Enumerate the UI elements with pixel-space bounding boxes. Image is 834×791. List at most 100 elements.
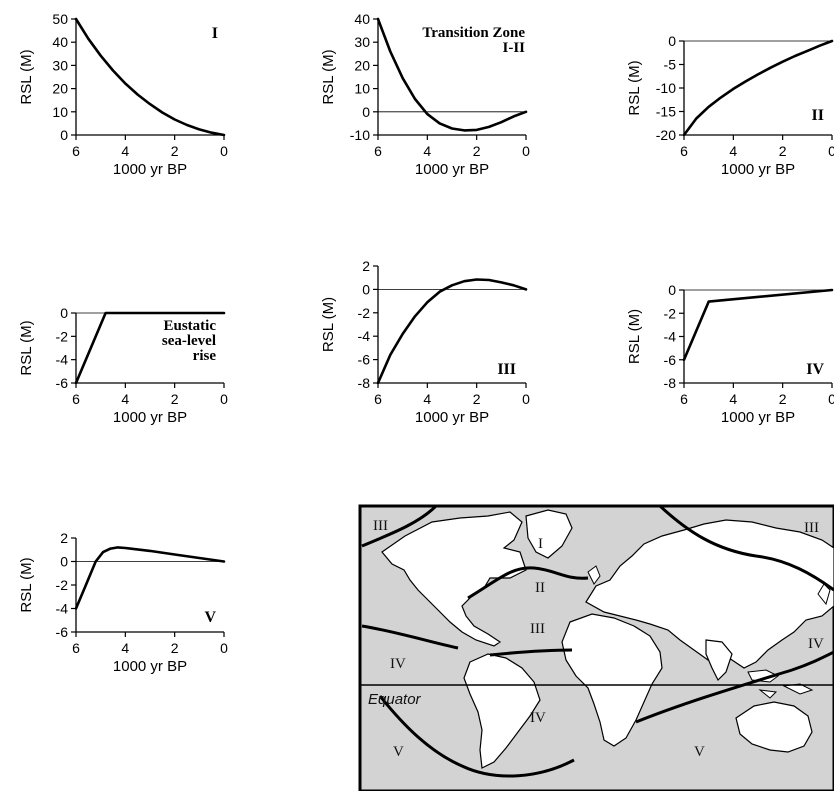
zone-boundary-line (467, 566, 589, 600)
x-tick-label: 2 (171, 143, 179, 159)
y-tick-label: 50 (52, 11, 68, 27)
y-tick-label: -5 (664, 57, 677, 73)
x-tick-label: 0 (220, 391, 228, 407)
y-tick-label: -20 (656, 127, 676, 143)
y-tick-label: -4 (358, 328, 371, 344)
x-tick-label: 6 (374, 391, 382, 407)
y-tick-label: -6 (56, 375, 69, 391)
x-tick-label: 2 (171, 640, 179, 656)
y-tick-label: 0 (60, 554, 68, 570)
eurasia-landmass (585, 519, 834, 669)
x-tick-label: 4 (121, 640, 129, 656)
y-tick-label: -2 (664, 305, 677, 321)
panel-label: I (212, 25, 218, 42)
y-tick-label: 0 (60, 127, 68, 143)
x-axis-label: 1000 yr BP (113, 658, 187, 675)
y-axis-label: RSL (M) (320, 297, 337, 352)
x-tick-label: 0 (828, 391, 834, 407)
series-line (376, 278, 528, 385)
y-tick-label: -6 (358, 352, 371, 368)
y-tick-label: 40 (52, 34, 68, 50)
y-tick-label: 30 (52, 57, 68, 73)
y-tick-label: -4 (56, 352, 69, 368)
y-tick-label: -2 (56, 577, 69, 593)
panel-label: III (497, 361, 516, 378)
series-line (74, 311, 226, 385)
x-tick-label: 4 (423, 143, 431, 159)
map-zone-label: III (804, 520, 819, 536)
x-tick-label: 2 (473, 143, 481, 159)
map-zone-label: II (535, 580, 545, 596)
chart-panel: 0 -2 -4 -66 4 2 0 1000 yr BP RSL (M) Eustaticsea-… (18, 305, 228, 426)
zone-boundary-line (361, 624, 459, 650)
japan-islands (817, 583, 831, 606)
zone-boundary-line (658, 504, 834, 592)
zone-boundary-line (635, 650, 834, 724)
y-axis-label: RSL (M) (18, 320, 35, 375)
x-tick-label: 4 (729, 391, 737, 407)
panel-label: IV (806, 361, 824, 378)
map-zone-label: IV (390, 656, 406, 672)
x-tick-label: 6 (680, 143, 688, 159)
y-tick-label: 10 (354, 81, 370, 97)
world-map: Equator III I II III IV IV III IV V V (358, 504, 834, 791)
x-tick-label: 4 (121, 143, 129, 159)
y-axis-label: RSL (M) (320, 49, 337, 104)
series-line (74, 546, 226, 610)
x-tick-label: 6 (72, 640, 80, 656)
x-tick-label: 6 (72, 143, 80, 159)
x-tick-label: 0 (220, 143, 228, 159)
y-tick-label: 40 (354, 11, 370, 27)
y-axis-label: RSL (M) (626, 309, 643, 364)
panel-label: sea-level (162, 333, 216, 349)
y-tick-label: 0 (362, 281, 370, 297)
y-tick-label: -8 (664, 375, 677, 391)
british-isles (587, 565, 601, 585)
zone-boundary-line (378, 695, 575, 778)
y-tick-label: 0 (362, 104, 370, 120)
x-tick-label: 4 (423, 391, 431, 407)
x-tick-label: 0 (220, 640, 228, 656)
y-tick-label: 0 (668, 33, 676, 49)
x-tick-label: 0 (522, 143, 530, 159)
x-axis-label: 1000 yr BP (415, 409, 489, 426)
chart-panel: 0 -2 -4 -6 -86 4 2 0 1000 yr BP RSL (M) IV (626, 282, 834, 426)
x-axis-label: 1000 yr BP (721, 161, 795, 178)
y-tick-label: -10 (350, 127, 370, 143)
map-zone-label: III (530, 621, 545, 637)
x-tick-label: 0 (828, 143, 834, 159)
chart-panel: 2 0 -2 -4 -6 -86 4 2 0 1000 yr BP RSL (M) III (320, 258, 530, 426)
y-axis-label: RSL (M) (626, 60, 643, 115)
map-zone-label: V (393, 744, 404, 760)
greenland-landmass (525, 509, 573, 559)
y-axis-label: RSL (M) (18, 49, 35, 104)
india-peninsula (705, 639, 733, 682)
x-tick-label: 6 (680, 391, 688, 407)
y-tick-label: -4 (664, 329, 677, 345)
series-line (682, 288, 834, 362)
equator-label: Equator (368, 691, 422, 708)
africa-landmass (561, 613, 663, 747)
map-zone-label: I (538, 536, 543, 552)
south-america-landmass (463, 653, 541, 769)
y-tick-label: 20 (354, 57, 370, 73)
y-tick-label: -6 (56, 624, 69, 640)
panel-label: Eustatic (164, 318, 217, 334)
map-zone-label: IV (530, 710, 546, 726)
y-tick-label: -4 (56, 601, 69, 617)
y-tick-label: -6 (664, 352, 677, 368)
y-tick-label: 0 (60, 305, 68, 321)
y-tick-label: -15 (656, 104, 676, 120)
panel-label: Transition Zone (422, 25, 525, 41)
map-zone-label: III (373, 518, 388, 534)
series-line (376, 17, 528, 132)
australia-landmass (735, 701, 813, 753)
y-tick-label: 30 (354, 34, 370, 50)
panel-label: I-II (502, 40, 525, 56)
x-axis-label: 1000 yr BP (113, 161, 187, 178)
series-line (74, 17, 226, 137)
panel-label: V (204, 609, 216, 626)
